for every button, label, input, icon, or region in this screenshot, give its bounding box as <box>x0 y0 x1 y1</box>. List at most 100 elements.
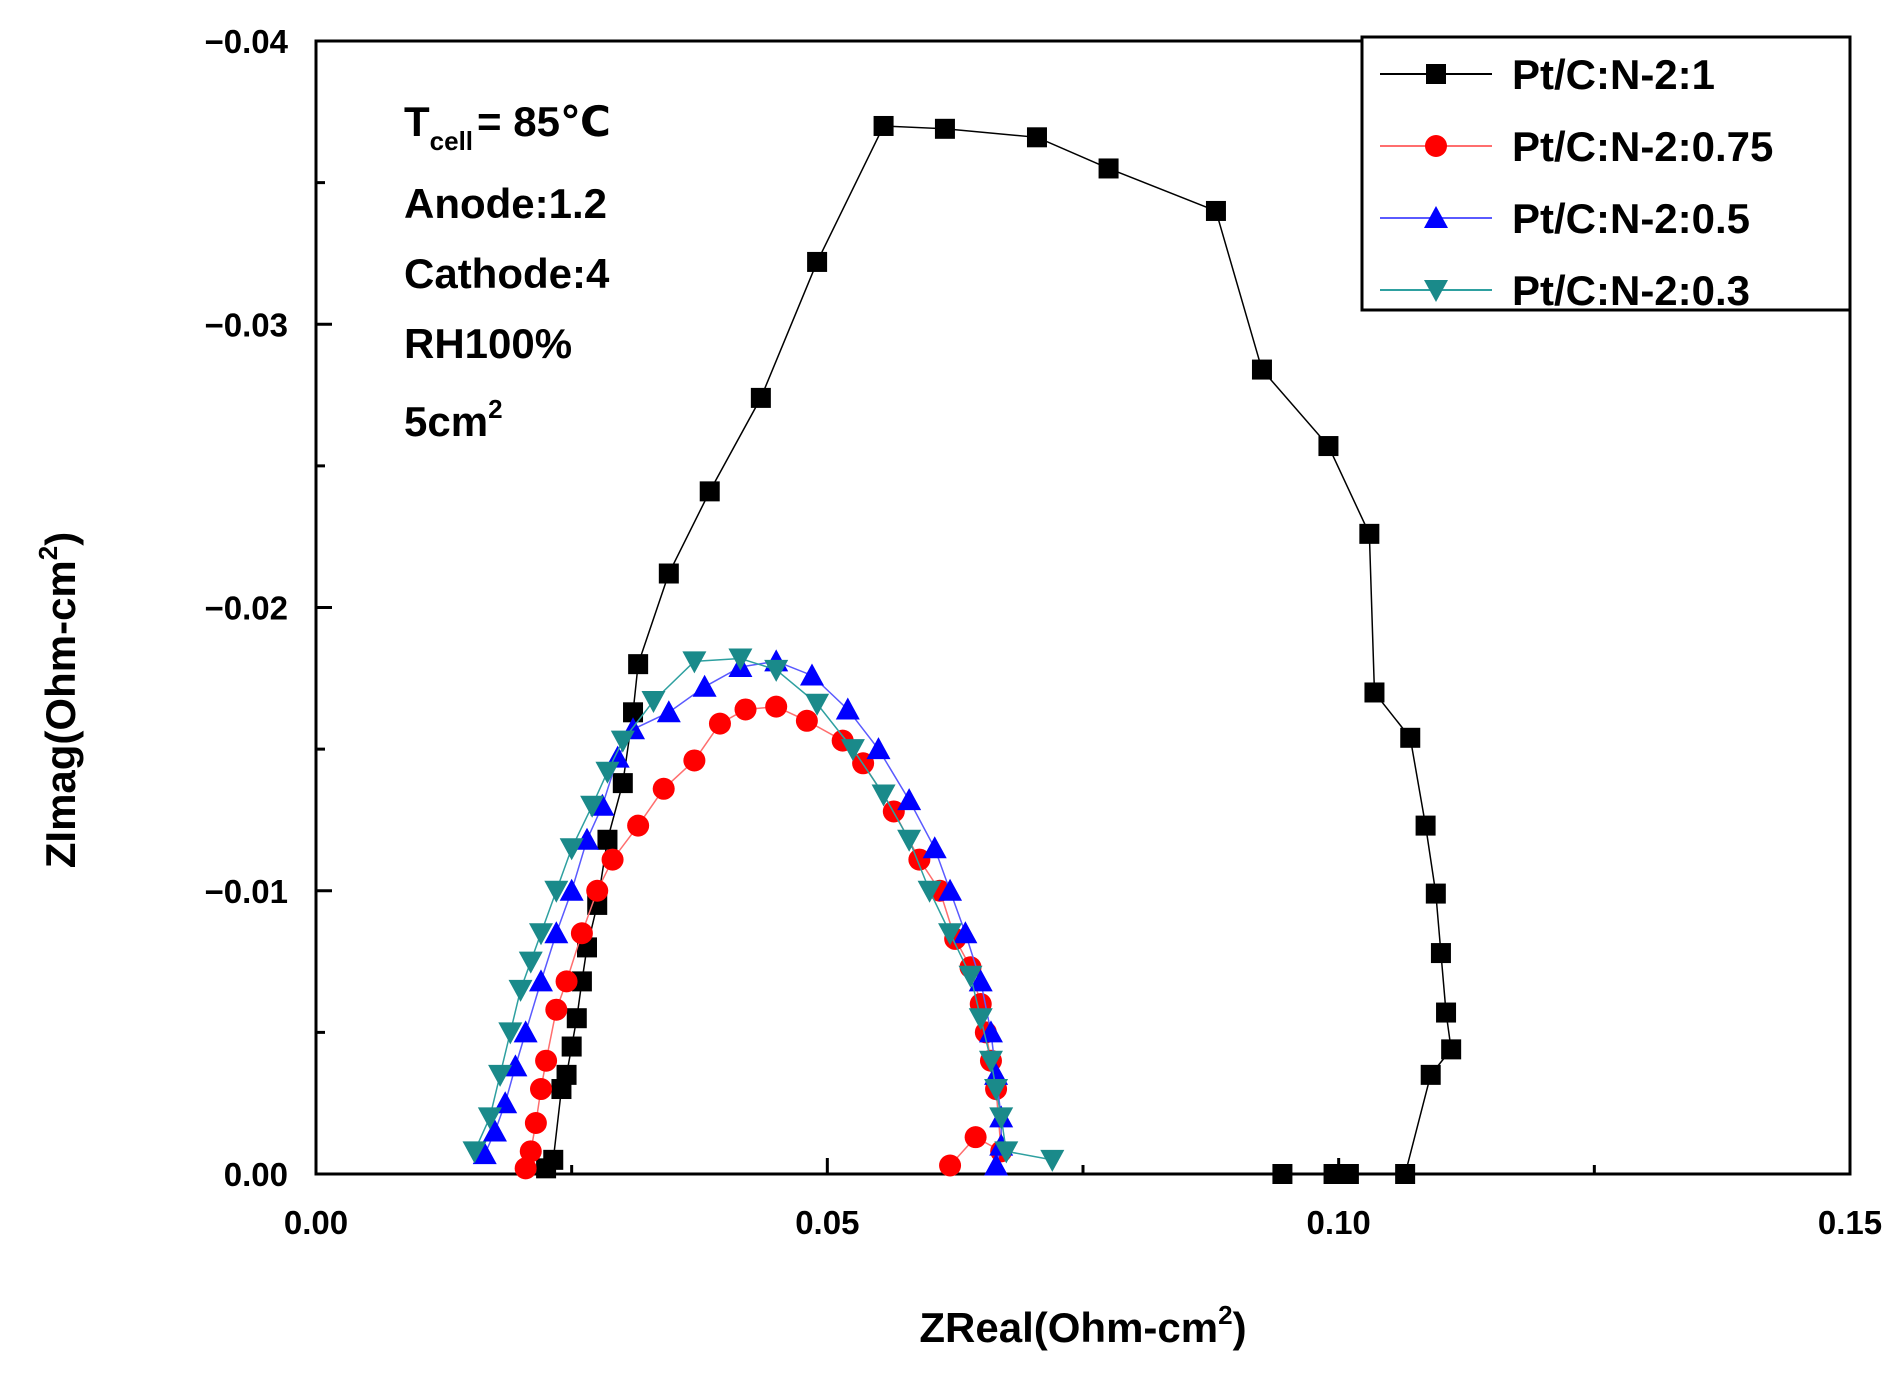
annotation-area-main: 5cm <box>404 398 488 445</box>
data-point <box>734 698 757 721</box>
ticks-layer: 0.00 0.05 0.10 0.15 0.00 −0.01 −0.02 −0.03 −0.04 <box>205 23 1883 1241</box>
data-point <box>543 1149 564 1170</box>
data-point <box>518 951 543 974</box>
legend-items: Pt/C:N-2:1 Pt/C:N-2:0.75 Pt/C:N-2:0.5 Pt/C:… <box>1380 51 1773 314</box>
y-axis-title: ZImag(Ohm-cm2) <box>33 532 84 869</box>
annotation-anode: Anode:1.2 <box>404 180 607 227</box>
x-tick-label: 0.15 <box>1818 1204 1882 1241</box>
annotation-tcell: Tcell= 85℃ <box>404 98 611 156</box>
series-line <box>545 125 1452 1175</box>
data-point <box>984 1153 1009 1176</box>
data-point <box>623 702 644 723</box>
data-point <box>1436 1002 1457 1023</box>
y-tick-label: −0.01 <box>205 873 289 910</box>
data-point <box>922 836 947 859</box>
x-tick-label: 0.10 <box>1307 1204 1371 1241</box>
data-point <box>1040 1149 1065 1172</box>
data-point <box>840 739 865 762</box>
x-axis-title-sup: 2 <box>1218 1300 1232 1330</box>
series-1 <box>536 115 1462 1184</box>
data-point <box>682 651 707 674</box>
data-point <box>1318 436 1339 457</box>
data-point <box>652 777 675 800</box>
legend-marker <box>1424 280 1448 302</box>
data-point <box>477 1107 502 1130</box>
data-point <box>597 829 618 850</box>
legend-label: Pt/C:N-2:0.75 <box>1512 123 1773 170</box>
data-point <box>590 793 615 816</box>
data-point <box>871 784 896 807</box>
data-point <box>728 648 753 671</box>
data-point <box>1026 127 1047 148</box>
data-point <box>1395 1164 1416 1184</box>
data-point <box>559 838 584 861</box>
data-point <box>544 921 569 944</box>
data-point <box>514 1157 537 1180</box>
data-point <box>795 709 818 732</box>
y-axis-title-suffix: ) <box>37 532 84 546</box>
series-layer <box>462 115 1462 1184</box>
data-point <box>994 1141 1019 1164</box>
y-tick-label: −0.03 <box>205 306 289 343</box>
data-point <box>612 773 633 794</box>
data-point <box>908 848 931 871</box>
data-point <box>462 1141 487 1164</box>
data-point <box>524 1112 547 1135</box>
y-axis-title-sup: 2 <box>33 546 63 560</box>
y-tick-label: 0.00 <box>224 1156 288 1193</box>
data-point <box>545 998 568 1021</box>
x-tick-label: 0.00 <box>284 1204 348 1241</box>
data-point <box>968 1008 993 1031</box>
data-point <box>1272 1164 1293 1184</box>
data-point <box>1425 883 1446 904</box>
series-3 <box>472 649 1014 1176</box>
legend: Pt/C:N-2:1 Pt/C:N-2:0.75 Pt/C:N-2:0.5 Pt/C:… <box>1360 35 1852 314</box>
data-point <box>544 880 569 903</box>
data-point <box>601 848 624 871</box>
data-point <box>1415 815 1436 836</box>
legend-label: Pt/C:N-2:0.5 <box>1512 195 1750 242</box>
data-point <box>508 979 533 1002</box>
data-point <box>1441 1039 1462 1060</box>
data-point <box>692 674 717 697</box>
data-point <box>627 814 650 837</box>
data-point <box>586 879 609 902</box>
data-point <box>764 659 789 682</box>
data-point <box>683 749 706 772</box>
legend-marker <box>1426 64 1446 84</box>
legend-item: Pt/C:N-2:1 <box>1380 51 1715 98</box>
annotation-area-sup: 2 <box>488 394 502 424</box>
annotation-tcell-sub: cell <box>430 126 473 156</box>
data-point <box>897 829 922 852</box>
legend-item: Pt/C:N-2:0.5 <box>1380 195 1750 242</box>
data-point <box>1430 943 1451 964</box>
annotation-cathode: Cathode:4 <box>404 250 610 297</box>
conditions-annotation: Tcell= 85℃ Anode:1.2 Cathode:4 RH100% 5c… <box>404 98 611 445</box>
legend-label: Pt/C:N-2:0.3 <box>1512 267 1750 314</box>
data-point <box>555 970 578 993</box>
data-point <box>1251 359 1272 380</box>
data-point <box>939 1154 962 1177</box>
data-point <box>1359 523 1380 544</box>
data-point <box>519 1140 542 1163</box>
data-point <box>964 1126 987 1149</box>
data-point <box>807 251 828 272</box>
data-point <box>1364 682 1385 703</box>
data-point <box>765 695 788 718</box>
annotation-rh: RH100% <box>404 320 572 367</box>
data-point <box>528 969 553 992</box>
data-point <box>561 1036 582 1057</box>
data-point <box>699 481 720 502</box>
data-point <box>917 880 942 903</box>
annotation-tcell-t: T <box>404 98 430 145</box>
x-tick-label: 0.05 <box>795 1204 859 1241</box>
data-point <box>897 788 922 811</box>
annotation-area: 5cm2 <box>404 394 503 445</box>
data-point <box>488 1064 513 1087</box>
data-point <box>571 971 592 992</box>
data-point <box>575 827 600 850</box>
data-point <box>866 737 891 760</box>
data-point <box>498 1022 523 1045</box>
data-point <box>566 1008 587 1029</box>
